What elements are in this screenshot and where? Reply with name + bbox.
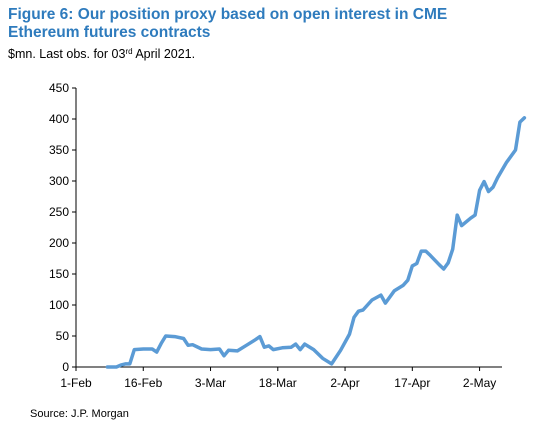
y-tick-label: 150 [49,267,69,281]
x-tick-label: 2-Apr [330,376,359,390]
chart-subtitle: $mn. Last obs. for 03rd April 2021. [8,47,195,62]
y-tick-label: 350 [49,143,69,157]
y-tick-label: 250 [49,205,69,219]
source-note: Source: J.P. Morgan [30,408,129,420]
x-tick-label: 3-Mar [195,376,226,390]
y-tick-label: 100 [49,298,69,312]
x-tick-label: 1-Feb [60,376,92,390]
x-axis: 1-Feb 16-Feb 3-Mar 18-Mar 2-Apr 17-Apr 2-May [60,366,502,390]
x-tick-label: 17-Apr [394,376,430,390]
plot-area [105,116,527,369]
x-tick-label: 18-Mar [259,376,297,390]
series-line [105,116,527,369]
chart-title: Figure 6: Our position proxy based on op… [8,6,528,42]
subtitle-suffix: April 2021. [132,47,196,61]
chart-title-line-2: Ethereum futures contracts [8,24,211,41]
y-tick-label: 400 [49,112,69,126]
x-tick-label: 2-May [463,376,496,390]
x-tick-label: 16-Feb [124,376,162,390]
chart-title-line-1: Figure 6: Our position proxy based on op… [8,6,448,23]
y-axis: 0 50 100 150 200 250 300 350 400 450 [49,81,77,374]
subtitle-text: $mn. Last obs. for 03 [8,47,126,61]
subtitle-ordinal: rd [125,47,133,56]
y-tick-label: 450 [49,81,69,95]
y-tick-label: 200 [49,236,69,250]
y-tick-label: 0 [62,360,69,374]
y-tick-label: 300 [49,174,69,188]
y-tick-label: 50 [56,329,70,343]
